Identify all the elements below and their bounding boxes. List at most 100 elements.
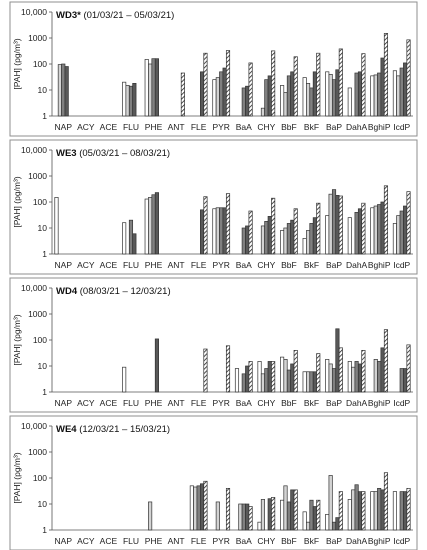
- bar: [245, 225, 250, 255]
- bar: [225, 345, 231, 393]
- bar: [290, 219, 295, 255]
- panel-frame: [9, 1, 418, 137]
- bar: [212, 79, 217, 117]
- x-tick-label: IcdP: [393, 536, 410, 546]
- bar: [283, 359, 288, 393]
- bar: [361, 349, 366, 393]
- y-axis-label: [PAH] (pg/m³): [12, 38, 22, 89]
- bar: [222, 207, 227, 255]
- bar: [151, 194, 156, 255]
- bar: [264, 79, 269, 117]
- bar: [335, 69, 340, 117]
- x-tick-label: PHE: [145, 260, 163, 270]
- bar: [260, 107, 265, 117]
- x-tick-label: ANT: [168, 398, 185, 408]
- bar: [316, 353, 321, 393]
- bar: [309, 499, 314, 531]
- x-tick-label: FLU: [123, 398, 139, 408]
- bar: [271, 497, 276, 531]
- x-tick-label: DahA: [346, 260, 368, 270]
- bar: [144, 198, 149, 255]
- bar: [373, 74, 378, 117]
- bar: [312, 371, 317, 393]
- y-tick-label: 10: [38, 85, 48, 95]
- bar: [325, 513, 330, 531]
- bar: [271, 361, 276, 393]
- bar: [316, 499, 321, 531]
- chart-subtitle: (05/03/21 – 08/03/21): [77, 148, 171, 159]
- bar: [125, 85, 130, 117]
- x-tick-label: DahA: [346, 536, 368, 546]
- x-tick-label: IcdP: [393, 260, 410, 270]
- bar: [280, 85, 285, 117]
- bar: [286, 369, 291, 393]
- x-tick-label: BbF: [281, 260, 297, 270]
- bar: [286, 223, 291, 255]
- chart-panel: 1 10 100 1000 10,000 [PAH] (pg/m³) WE3 (05/03/…: [9, 139, 418, 275]
- x-tick-label: FLU: [123, 536, 139, 546]
- x-tick-label: ANT: [168, 122, 185, 132]
- bar: [148, 501, 153, 531]
- bar: [61, 63, 66, 117]
- bar: [257, 521, 262, 531]
- bar: [335, 195, 340, 255]
- bar: [200, 209, 205, 255]
- chart-title-name: WE4: [56, 424, 77, 435]
- bar: [361, 53, 366, 117]
- x-tick-label: BghiP: [368, 536, 391, 546]
- x-tick-label: ACE: [100, 398, 118, 408]
- bar: [241, 227, 246, 255]
- bar: [132, 83, 137, 117]
- x-tick-label: NAP: [55, 398, 73, 408]
- bar: [370, 207, 375, 255]
- bar: [403, 368, 408, 393]
- bar: [248, 210, 253, 255]
- x-tick-label: PHE: [145, 122, 163, 132]
- x-tick-label: FLE: [191, 260, 207, 270]
- bar: [260, 499, 265, 531]
- bar: [309, 87, 314, 117]
- x-tick-label: ACE: [100, 122, 118, 132]
- bar: [293, 56, 298, 117]
- bar: [148, 63, 153, 117]
- bar: [403, 205, 408, 255]
- bar: [248, 506, 253, 531]
- chart-title: WE4 (12/03/21 – 15/03/21): [56, 424, 170, 435]
- bar: [264, 368, 269, 393]
- y-tick-label: 100: [33, 197, 47, 207]
- bar: [354, 72, 359, 117]
- bar: [347, 499, 352, 531]
- bar: [241, 87, 246, 117]
- bar: [245, 365, 250, 393]
- y-tick-label: 1: [42, 525, 47, 535]
- bar: [331, 79, 337, 117]
- bar: [200, 71, 205, 117]
- x-tick-label: BaP: [326, 122, 342, 132]
- bar: [222, 67, 227, 117]
- x-tick-label: BaA: [236, 536, 252, 546]
- bar: [331, 189, 337, 255]
- x-tick-label: ACE: [100, 260, 118, 270]
- bar: [399, 491, 404, 531]
- panel-frame: [9, 277, 418, 413]
- bar: [154, 192, 159, 255]
- bar: [370, 491, 375, 531]
- bar: [373, 205, 378, 255]
- bar: [280, 356, 285, 393]
- bar: [219, 71, 224, 117]
- x-tick-label: PYR: [212, 260, 229, 270]
- bar: [403, 491, 408, 531]
- x-tick-label: FLE: [191, 536, 207, 546]
- bar: [260, 225, 265, 255]
- x-tick-label: NAP: [55, 260, 73, 270]
- bar: [293, 349, 298, 393]
- bar: [225, 487, 231, 531]
- bar: [331, 521, 337, 531]
- x-tick-label: DahA: [346, 122, 368, 132]
- bar: [406, 344, 411, 393]
- bar: [361, 491, 366, 531]
- bar: [283, 92, 288, 117]
- bar: [370, 75, 375, 117]
- bar: [380, 57, 385, 117]
- bar: [180, 72, 185, 117]
